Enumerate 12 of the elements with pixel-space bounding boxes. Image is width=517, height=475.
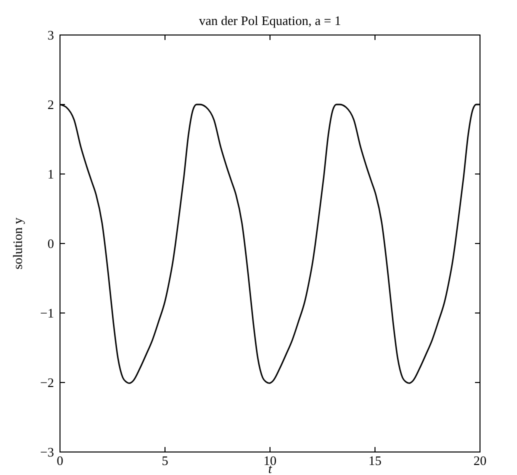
chart-title: van der Pol Equation, a = 1 (199, 13, 341, 28)
y-tick-label: 3 (48, 28, 54, 43)
y-tick-label: −3 (40, 444, 54, 460)
y-axis-title: solution y (10, 217, 25, 270)
y-tick-label: 1 (48, 166, 54, 182)
x-tick-label: 15 (368, 453, 382, 468)
y-tick-label: −1 (40, 306, 54, 321)
x-tick-label: 5 (162, 453, 168, 468)
x-tick-label: 20 (474, 453, 486, 468)
y-tick-label: 0 (48, 236, 54, 252)
y-tick-label: 2 (48, 97, 54, 112)
y-tick-label: −2 (40, 375, 54, 390)
